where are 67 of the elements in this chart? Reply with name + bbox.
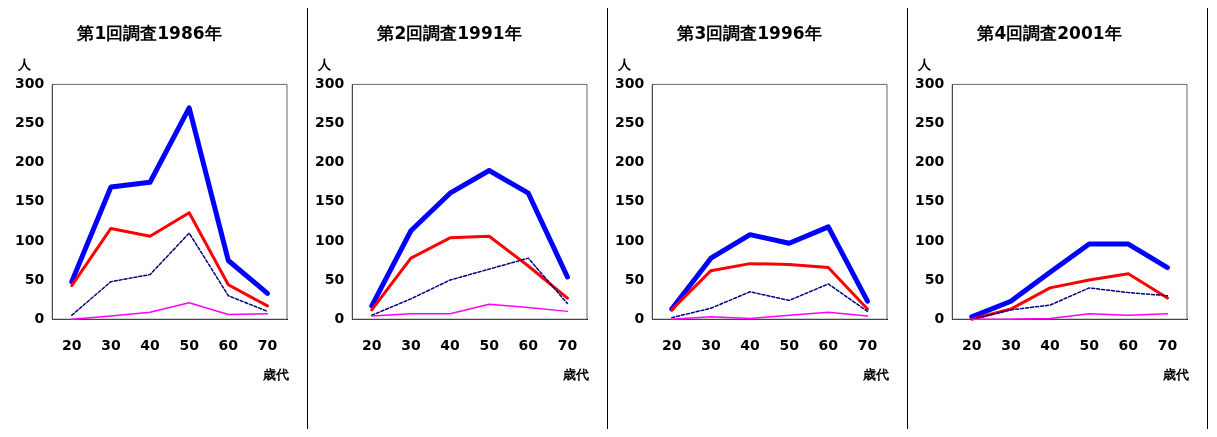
y-tick-label: 100 [614,231,645,248]
x-tick-label: 20 [962,337,982,354]
x-tick-label: 50 [779,337,800,354]
y-tick-label: 0 [334,309,345,326]
y-tick-label: 250 [314,114,345,131]
y-axis-title: 人 [316,57,332,73]
y-tick-label: 100 [914,231,945,248]
y-tick-label: 250 [614,114,645,131]
x-tick-label: 40 [440,337,461,354]
x-tick-label: 20 [362,337,382,354]
line-series [71,232,269,317]
y-tick-label: 100 [14,231,45,248]
y-tick-label: 150 [914,192,945,209]
y-tick-label: 300 [14,75,45,92]
x-tick-label: 30 [401,337,421,354]
x-tick-label: 60 [218,337,239,354]
x-axis-title: 歳代 [1162,367,1189,383]
chart-title: 第4回調査2001年 [976,22,1122,43]
x-tick-label: 50 [479,337,500,354]
y-tick-label: 50 [24,270,45,287]
y-tick-label: 0 [634,309,645,326]
x-tick-label: 70 [557,337,578,354]
line-series [371,257,569,317]
y-tick-label: 200 [914,153,945,170]
y-axis-title: 人 [916,57,932,73]
y-tick-label: 300 [914,75,945,92]
y-tick-label: 150 [614,192,645,209]
y-tick-label: 50 [624,270,645,287]
x-axis-title: 歳代 [862,367,889,383]
x-tick-label: 40 [140,337,161,354]
x-tick-label: 60 [518,337,539,354]
x-tick-label: 20 [62,337,82,354]
y-tick-label: 0 [934,309,945,326]
x-tick-label: 70 [857,337,878,354]
x-tick-label: 40 [1040,337,1061,354]
x-tick-label: 50 [179,337,200,354]
y-tick-label: 300 [614,75,645,92]
x-tick-label: 70 [1157,337,1178,354]
x-tick-label: 50 [1079,337,1100,354]
y-tick-label: 200 [14,153,45,170]
x-axis-title: 歳代 [262,367,289,383]
x-axis-title: 歳代 [562,367,589,383]
x-tick-label: 20 [662,337,682,354]
y-tick-label: 250 [14,114,45,131]
y-tick-label: 250 [914,114,945,131]
x-tick-label: 30 [1001,337,1021,354]
y-tick-label: 150 [14,192,45,209]
x-tick-label: 60 [818,337,839,354]
y-tick-label: 200 [314,153,345,170]
x-tick-label: 30 [101,337,121,354]
y-axis-title: 人 [616,57,632,73]
line-series [671,283,869,319]
x-tick-label: 40 [740,337,761,354]
y-tick-label: 0 [34,309,45,326]
y-tick-label: 50 [924,270,945,287]
chart-title: 第2回調査1991年 [376,22,522,43]
y-tick-label: 200 [614,153,645,170]
chart-title: 第1回調査1986年 [76,22,222,43]
x-tick-label: 70 [257,337,278,354]
y-tick-label: 300 [314,75,345,92]
y-tick-label: 150 [314,192,345,209]
y-tick-label: 100 [314,231,345,248]
y-tick-label: 50 [324,270,345,287]
chart-title: 第3回調査1996年 [676,22,822,43]
x-tick-label: 60 [1118,337,1139,354]
x-tick-label: 30 [701,337,721,354]
y-axis-title: 人 [16,57,32,73]
